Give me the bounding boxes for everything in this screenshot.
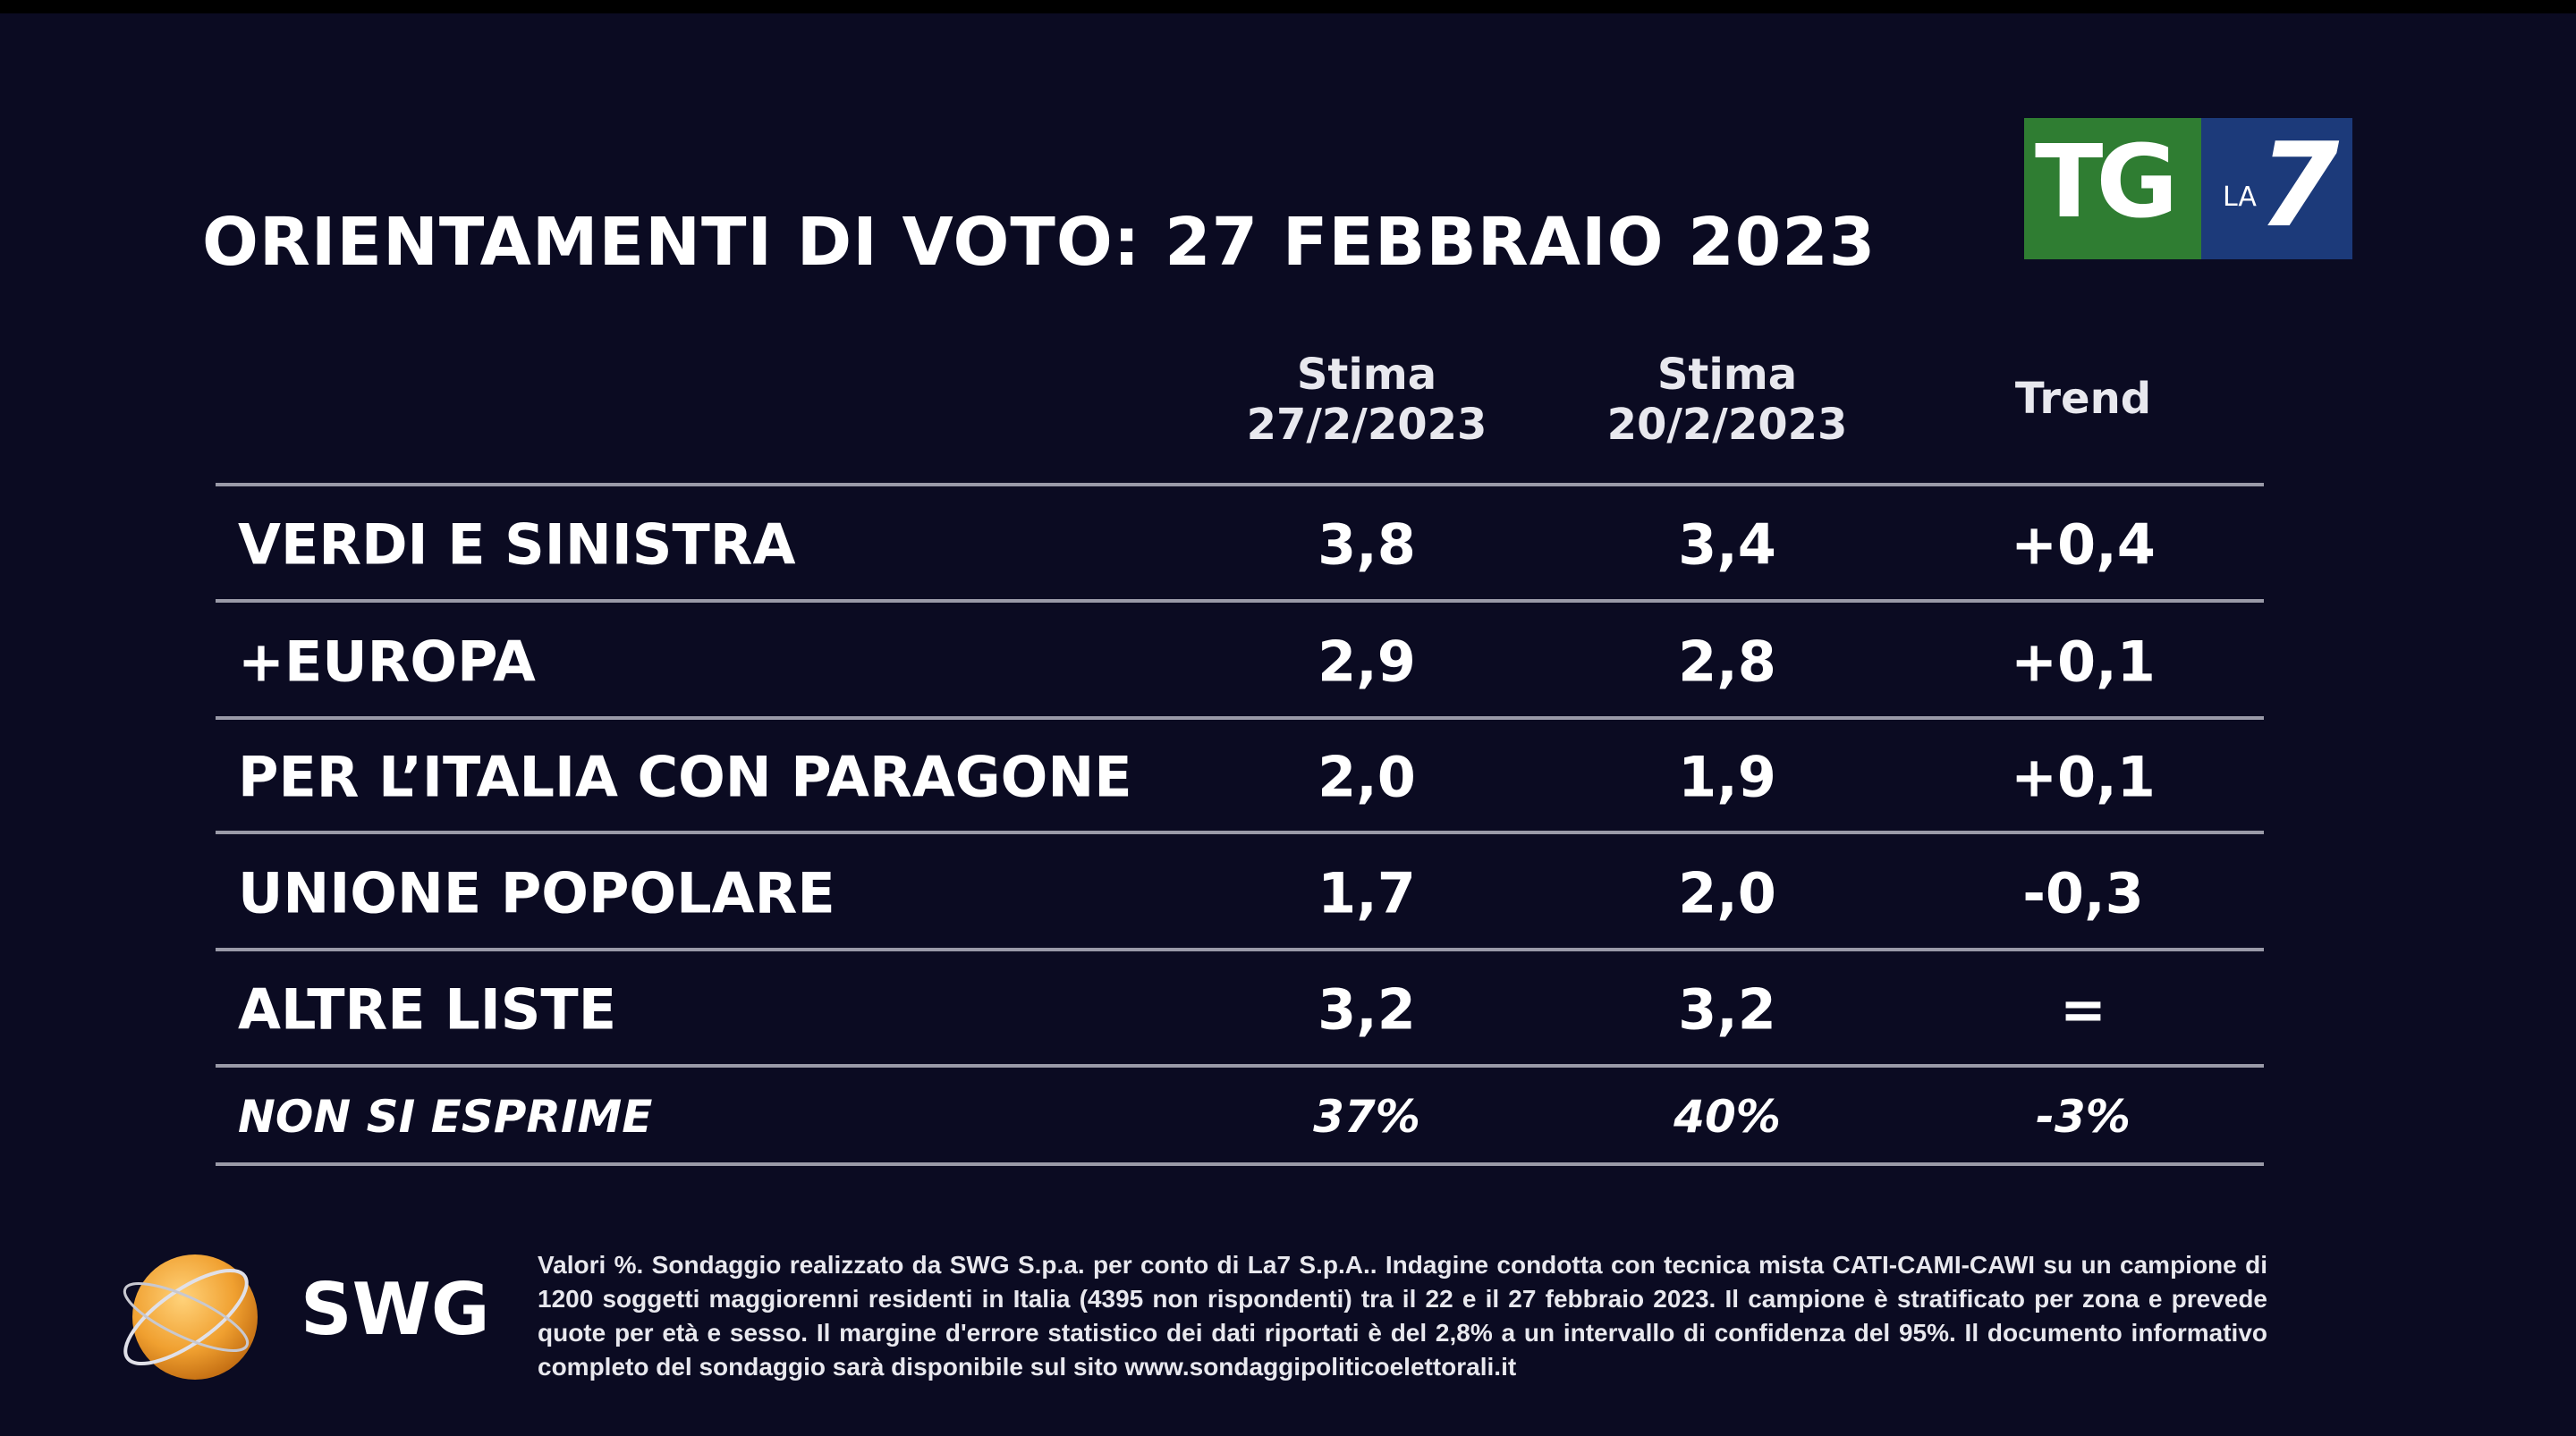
logo-tg: TG xyxy=(2035,124,2178,241)
row-divider xyxy=(216,831,2264,834)
top-bar xyxy=(0,0,2576,13)
row-divider xyxy=(216,1162,2264,1166)
cell-value: 3,4 xyxy=(1678,511,1776,578)
row-label: ALTRE LISTE xyxy=(238,976,617,1043)
cell-value: 3,8 xyxy=(1318,511,1416,578)
swg-logo-globe xyxy=(123,1254,258,1380)
cell-value: +0,4 xyxy=(2011,511,2156,578)
cell-value: +0,1 xyxy=(2011,744,2156,810)
row-label: VERDI E SINISTRA xyxy=(238,511,796,578)
footnote: Valori %. Sondaggio realizzato da SWG S.… xyxy=(538,1251,2267,1381)
logo-la: LA xyxy=(2223,182,2257,213)
logo-seven: 7 xyxy=(2258,117,2340,253)
cell-value: 2,9 xyxy=(1318,629,1416,694)
column-header: Trend xyxy=(2014,374,2152,424)
row-divider xyxy=(216,716,2264,720)
logo-blue xyxy=(2201,118,2352,259)
row-divider xyxy=(216,948,2264,951)
title: ORIENTAMENTI DI VOTO: 27 FEBBRAIO 2023 xyxy=(202,204,1877,281)
cell-value: = xyxy=(2060,976,2106,1043)
column-header: 27/2/2023 xyxy=(1246,400,1487,450)
swg-brand: SWG xyxy=(301,1268,490,1351)
column-header: 20/2/2023 xyxy=(1606,400,1848,450)
row-label: +EUROPA xyxy=(238,629,536,694)
cell-value: -3% xyxy=(2036,1091,2131,1143)
row-divider xyxy=(216,1064,2264,1068)
cell-value: 37% xyxy=(1313,1091,1420,1143)
row-label: NON SI ESPRIME xyxy=(238,1091,653,1143)
cell-value: 2,0 xyxy=(1678,860,1776,925)
cell-value: +0,1 xyxy=(2011,629,2156,694)
cell-value: 3,2 xyxy=(1318,976,1416,1043)
row-label: PER L’ITALIA CON PARAGONE xyxy=(238,744,1132,810)
row-divider xyxy=(216,483,2264,486)
cell-value: 40% xyxy=(1674,1091,1781,1143)
cell-value: 1,9 xyxy=(1678,744,1776,810)
column-header: Stima xyxy=(1296,350,1437,400)
cell-value: -0,3 xyxy=(2022,860,2144,925)
cell-value: 2,8 xyxy=(1678,629,1776,694)
row-divider xyxy=(216,599,2264,603)
cell-value: 2,0 xyxy=(1318,744,1416,810)
tg-la7-logo: TG LA 7 xyxy=(2024,118,2352,259)
column-header: Stima xyxy=(1657,350,1798,400)
cell-value: 1,7 xyxy=(1318,860,1416,925)
logo-green xyxy=(2024,118,2201,259)
row-label: UNIONE POPOLARE xyxy=(238,860,835,925)
cell-value: 3,2 xyxy=(1678,976,1776,1043)
